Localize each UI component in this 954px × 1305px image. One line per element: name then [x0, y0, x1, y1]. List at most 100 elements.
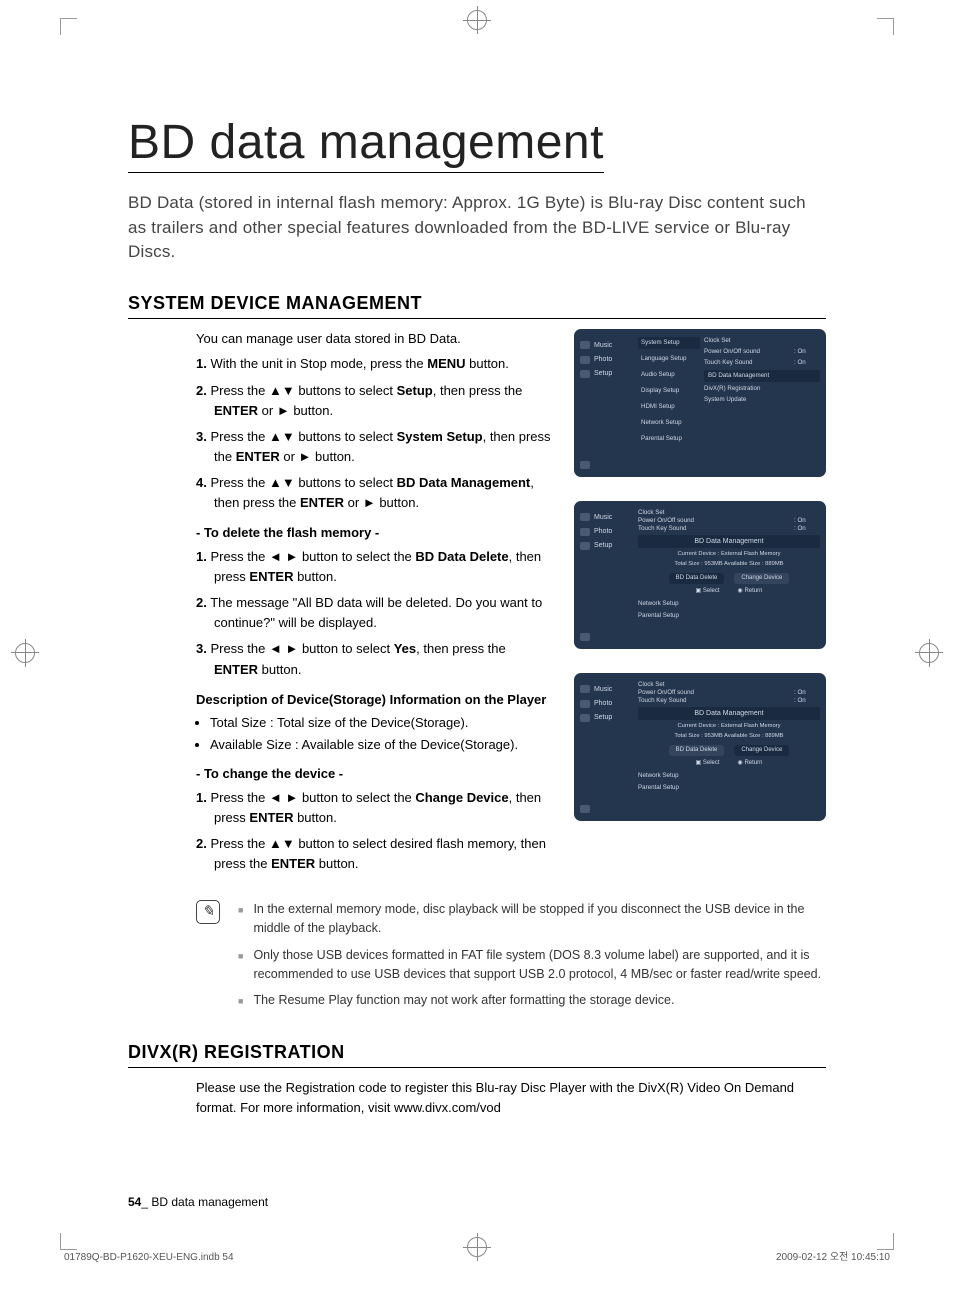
- ui-screenshot-1: MusicPhotoSetup System SetupLanguage Set…: [574, 329, 826, 477]
- usb-icon: [580, 461, 590, 469]
- ss-info-text: Current Device : External Flash Memory: [638, 723, 820, 730]
- ss-button: Change Device: [734, 573, 789, 585]
- ui-screenshot-2: Music Photo Setup Clock SetPower On/Off so…: [574, 501, 826, 649]
- ss-menu-item: Audio Setup: [638, 369, 700, 381]
- ss-setting-row: Clock Set: [638, 509, 820, 517]
- crop-mark: [877, 18, 894, 35]
- ss-setting-row: Touch Key Sound: On: [638, 697, 820, 705]
- ss-nav-item: Setup: [580, 713, 634, 722]
- manual-page: BD data management BD Data (stored in in…: [0, 0, 954, 1305]
- two-column-layout: You can manage user data stored in BD Da…: [128, 329, 826, 882]
- ss-nav-item: Setup: [580, 541, 634, 550]
- ss-nav-item: Music: [580, 685, 634, 694]
- nav-icon: [580, 356, 590, 364]
- note-item: ■Only those USB devices formatted in FAT…: [238, 946, 826, 984]
- ss-menu-item: Parental Setup: [638, 433, 700, 445]
- ss-menu-item: Network Setup: [638, 772, 820, 780]
- step-item: 1. Press the ◄ ► button to select the BD…: [214, 547, 552, 587]
- body-text: You can manage user data stored in BD Da…: [196, 329, 552, 874]
- right-column: Music Photo Setup System Setup Language Set…: [574, 329, 826, 882]
- ss-menu-item: System Update: [704, 396, 820, 404]
- crop-mark: [60, 18, 77, 35]
- nav-icon: [580, 341, 590, 349]
- ss-nav-item: Photo: [580, 527, 634, 536]
- sub-heading: - To delete the flash memory -: [196, 523, 552, 543]
- nav-icon: [580, 528, 590, 536]
- page-title: BD data management: [128, 115, 604, 173]
- ss-action-label: ▣ Select: [696, 760, 720, 768]
- divx-text: Please use the Registration code to regi…: [196, 1078, 826, 1117]
- note-item: ■In the external memory mode, disc playb…: [238, 900, 826, 938]
- ss-button-row: BD Data Delete Change Device: [638, 745, 820, 757]
- ss-menu-item: Network Setup: [638, 600, 820, 608]
- ss-button: BD Data Delete: [669, 573, 725, 585]
- nav-icon: [580, 542, 590, 550]
- delete-steps: 1. Press the ◄ ► button to select the BD…: [196, 547, 552, 680]
- footer-sep: _: [141, 1195, 151, 1209]
- intro-text: BD Data (stored in internal flash memory…: [128, 191, 826, 265]
- registration-mark-icon: [919, 643, 939, 663]
- bullet-item: Total Size : Total size of the Device(St…: [210, 713, 552, 733]
- ss-menu-item: System Setup: [638, 337, 700, 349]
- nav-label: Setup: [594, 541, 612, 550]
- registration-mark-icon: [467, 1237, 487, 1257]
- ss-button-row: BD Data Delete Change Device: [638, 573, 820, 585]
- ss-button: Change Device: [734, 745, 789, 757]
- sub-heading: - To change the device -: [196, 764, 552, 784]
- ss-nav-item: Setup: [580, 369, 634, 378]
- nav-label: Photo: [594, 355, 612, 364]
- note-item: ■The Resume Play function may not work a…: [238, 991, 826, 1010]
- ss-panel-header: BD Data Management: [638, 535, 820, 548]
- nav-label: Setup: [594, 369, 612, 378]
- crop-mark: [60, 1233, 77, 1250]
- ss-setting-row: Power On/Off sound: On: [638, 689, 820, 697]
- nav-icon: [580, 714, 590, 722]
- ss-menu-item: HDMI Setup: [638, 401, 700, 413]
- step-item: 3. Press the ▲▼ buttons to select System…: [214, 427, 552, 467]
- step-item: 1. Press the ◄ ► button to select the Ch…: [214, 788, 552, 828]
- ss-menu-item: Network Setup: [638, 417, 700, 429]
- ss-menu-item: Language Setup: [638, 353, 700, 365]
- nav-icon: [580, 685, 590, 693]
- ss-setting-row: Touch Key Sound: On: [638, 525, 820, 533]
- nav-label: Photo: [594, 699, 612, 708]
- ss-panel-header: BD Data Management: [638, 707, 820, 720]
- usb-icon: [580, 805, 590, 813]
- ss-nav-item: Photo: [580, 355, 634, 364]
- step-item: 2. Press the ▲▼ buttons to select Setup,…: [214, 381, 552, 421]
- ss-setting-row: Clock Set: [704, 337, 820, 345]
- note-block: ✎ ■In the external memory mode, disc pla…: [196, 900, 826, 1018]
- change-steps: 1. Press the ◄ ► button to select the Ch…: [196, 788, 552, 875]
- step-item: 1. With the unit in Stop mode, press the…: [214, 354, 552, 374]
- nav-label: Music: [594, 685, 612, 694]
- print-date-info: 2009-02-12 오전 10:45:10: [776, 1248, 890, 1263]
- ss-setting-row: Power On/Off sound: On: [638, 517, 820, 525]
- ss-action-row: ▣ Select ◉ Return: [638, 760, 820, 768]
- ss-button: BD Data Delete: [669, 745, 725, 757]
- ss-menu-item: Parental Setup: [638, 784, 820, 792]
- ss-highlighted-item: BD Data Management: [704, 370, 820, 382]
- main-steps: 1. With the unit in Stop mode, press the…: [196, 354, 552, 513]
- ss-action-label: ▣ Select: [696, 588, 720, 596]
- nav-label: Music: [594, 513, 612, 522]
- content-area: BD data management BD Data (stored in in…: [128, 115, 826, 1117]
- usb-icon: [580, 633, 590, 641]
- step-item: 4. Press the ▲▼ buttons to select BD Dat…: [214, 473, 552, 513]
- step-item: 2. The message "All BD data will be dele…: [214, 593, 552, 633]
- lead-text: You can manage user data stored in BD Da…: [196, 329, 552, 349]
- nav-icon: [580, 700, 590, 708]
- page-footer: 54_ BD data management: [128, 1195, 268, 1209]
- ui-screenshot-3: Music Photo Setup Clock SetPower On/Off so…: [574, 673, 826, 821]
- ss-info-text: Total Size : 953MB Available Size : 889M…: [638, 561, 820, 568]
- ss-info-text: Current Device : External Flash Memory: [638, 551, 820, 558]
- nav-label: Setup: [594, 713, 612, 722]
- step-item: 3. Press the ◄ ► button to select Yes, t…: [214, 639, 552, 679]
- ss-setting-row: Clock Set: [638, 681, 820, 689]
- registration-mark-icon: [15, 643, 35, 663]
- bullet-item: Available Size : Available size of the D…: [210, 735, 552, 755]
- footer-title: BD data management: [151, 1195, 268, 1209]
- ss-action-label: ◉ Return: [738, 760, 763, 768]
- sub-heading: Description of Device(Storage) Informati…: [196, 690, 552, 710]
- note-icon: ✎: [196, 900, 220, 924]
- description-list: Total Size : Total size of the Device(St…: [196, 713, 552, 754]
